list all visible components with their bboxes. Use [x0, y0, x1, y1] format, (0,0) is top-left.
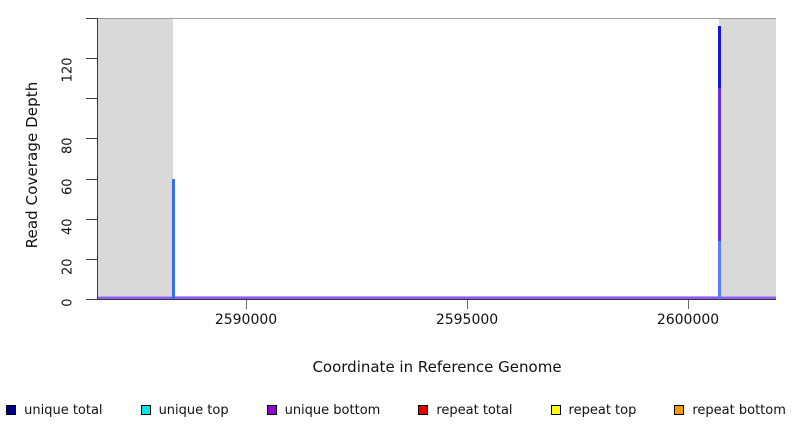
legend-item-repeat-top[interactable]: repeat top: [550, 402, 637, 418]
baseline-trace: [98, 297, 776, 299]
x-tick-2590000: [246, 300, 247, 309]
legend-swatch-icon-unique-top: [140, 405, 151, 415]
legend-label: repeat total: [436, 402, 513, 418]
plot-top-frame-line: [98, 18, 776, 19]
legend-item-unique-top[interactable]: unique top: [140, 402, 229, 418]
y-tick-140: [86, 18, 97, 19]
legend-label: unique top: [158, 402, 229, 418]
y-tick-40: [86, 219, 97, 220]
legend-swatch-icon-repeat-total: [418, 405, 429, 415]
x-axis-line: [86, 299, 776, 300]
y-axis-line: [97, 18, 98, 299]
y-tick-label-0: 0: [60, 298, 76, 307]
shaded-region-right-mask: [718, 18, 776, 299]
shaded-region-left-mask: [98, 18, 174, 299]
legend-swatch-icon-repeat-bottom: [674, 405, 685, 415]
x-tick-label-2600000: 2600000: [656, 312, 720, 328]
plot-background: [98, 18, 776, 299]
legend-swatch-icon-unique-bottom: [266, 405, 277, 415]
spike-right-spike-unique-bottom: [717, 88, 721, 241]
y-tick-label-80: 80: [60, 137, 76, 155]
legend-label: unique bottom: [284, 402, 381, 418]
legend-item-unique-bottom[interactable]: unique bottom: [266, 402, 381, 418]
y-tick-label-120: 120: [60, 57, 76, 83]
y-tick-120: [86, 58, 97, 59]
spike-right-spike-unique-total: [717, 26, 721, 89]
y-tick-100: [86, 98, 97, 99]
legend-item-repeat-total[interactable]: repeat total: [418, 402, 513, 418]
y-tick-label-60: 60: [60, 178, 76, 196]
y-tick-label-20: 20: [60, 258, 76, 276]
legend-label: repeat top: [568, 402, 637, 418]
chart-legend: unique total unique top unique bottom repea…: [0, 398, 792, 422]
legend-swatch-icon-unique-total: [6, 405, 17, 415]
baseline-trace-highlight: [98, 296, 776, 297]
spike-right-spike-unique-top: [717, 240, 721, 299]
y-tick-80: [86, 138, 97, 139]
legend-label: unique total: [24, 402, 103, 418]
x-axis-title: Coordinate in Reference Genome: [312, 358, 562, 376]
legend-item-unique-total[interactable]: unique total: [6, 402, 103, 418]
y-tick-20: [86, 259, 97, 260]
plot-area: [98, 18, 776, 299]
legend-item-repeat-bottom[interactable]: repeat bottom: [674, 403, 786, 418]
x-tick-2600000: [688, 300, 689, 309]
x-tick-label-2590000: 2590000: [214, 312, 278, 328]
x-tick-label-2595000: 2595000: [435, 312, 499, 328]
y-tick-label-40: 40: [60, 218, 76, 236]
y-axis-title: Read Coverage Depth: [23, 81, 41, 249]
legend-label: repeat bottom: [692, 402, 786, 418]
x-tick-2595000: [467, 300, 468, 309]
spike-left-spike-unique-top: [172, 178, 176, 299]
legend-swatch-icon-repeat-top: [550, 405, 561, 415]
y-tick-60: [86, 179, 97, 180]
